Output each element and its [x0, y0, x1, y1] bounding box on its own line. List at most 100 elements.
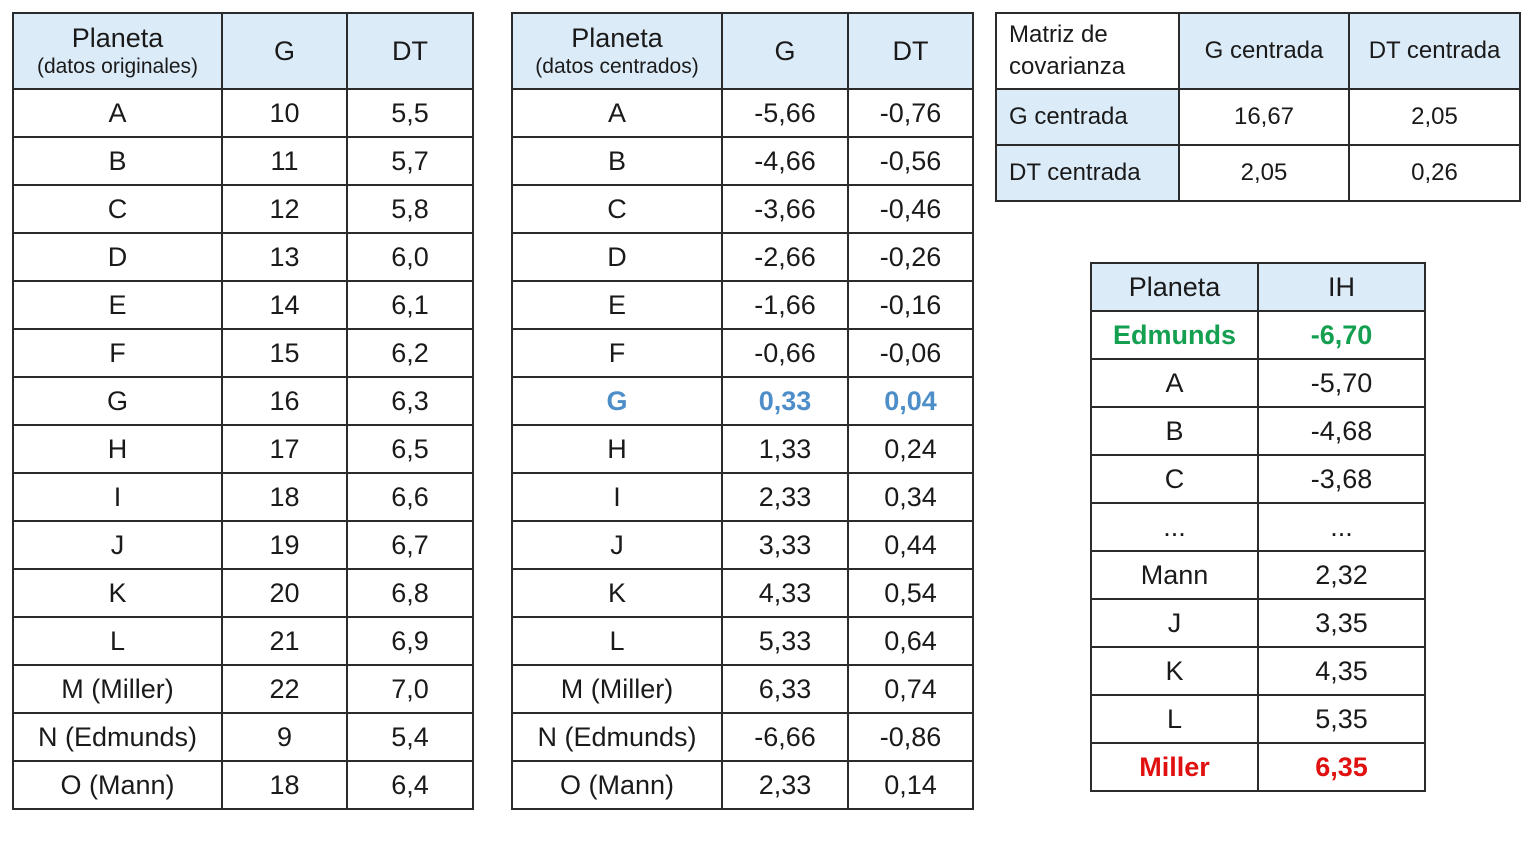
table-row: A -5,66 -0,76 [511, 88, 974, 138]
header-row: Planeta (datos originales) G DT [12, 12, 474, 90]
table-row: A 10 5,5 [12, 88, 474, 138]
table-body: A -5,66 -0,76 B -4,66 -0,56 C -3,66 -0,46 D -2,66-… [511, 88, 974, 810]
table-row: L 5,33 0,64 [511, 616, 974, 666]
table-cell: F [511, 328, 723, 378]
table-cell: 6,3 [346, 376, 474, 426]
header-title: Planeta [571, 22, 663, 53]
table-cell: A [1090, 358, 1259, 408]
table-row: I 2,33 0,34 [511, 472, 974, 522]
table-row: J 19 6,7 [12, 520, 474, 570]
table-cell: 2,05 [1348, 88, 1521, 146]
table-cell: 16,67 [1178, 88, 1350, 146]
table-cell: 0,14 [847, 760, 974, 810]
table-cell: 5,35 [1257, 694, 1426, 744]
table-cell: -6,66 [721, 712, 849, 762]
header-cell: Matriz de covarianza [995, 12, 1180, 90]
table-row: K 20 6,8 [12, 568, 474, 618]
table-cell: 6,0 [346, 232, 474, 282]
table-row: H 17 6,5 [12, 424, 474, 474]
table-row: B -4,68 [1090, 406, 1426, 456]
table-cell: N (Edmunds) [12, 712, 223, 762]
centered-data-table: Planeta (datos centrados) G DT A -5,66 -0,76 B -… [511, 12, 974, 810]
table-cell: E [511, 280, 723, 330]
table-cell: L [1090, 694, 1259, 744]
table-cell: O (Mann) [511, 760, 723, 810]
table-cell: C [511, 184, 723, 234]
table-cell: J [1090, 598, 1259, 648]
table-cell: 0,33 [721, 376, 849, 426]
original-data-table: Planeta (datos originales) G DT A 10 5,5 B 11 5,7… [12, 12, 474, 810]
table-cell: A [12, 88, 223, 138]
table-cell: N (Edmunds) [511, 712, 723, 762]
table-row: L 21 6,9 [12, 616, 474, 666]
table-cell: 22 [221, 664, 348, 714]
table-cell: 0,74 [847, 664, 974, 714]
table-cell: 18 [221, 760, 348, 810]
table-cell: -2,66 [721, 232, 849, 282]
table-cell: 6,9 [346, 616, 474, 666]
table-cell: 0,24 [847, 424, 974, 474]
table-header: Planeta IH [1090, 262, 1426, 312]
table-cell: H [511, 424, 723, 474]
table-row: J 3,33 0,44 [511, 520, 974, 570]
table-row: Miller 6,35 [1090, 742, 1426, 792]
table-cell: B [511, 136, 723, 186]
header-cell: DT [346, 12, 474, 90]
header-row: Planeta IH [1090, 262, 1426, 312]
table-cell: 13 [221, 232, 348, 282]
header-cell: G centrada [1178, 12, 1350, 90]
table-cell: -0,76 [847, 88, 974, 138]
header-cell: G [221, 12, 348, 90]
table-cell: 0,26 [1348, 144, 1521, 202]
table-cell: -1,66 [721, 280, 849, 330]
table-row: M (Miller) 6,33 0,74 [511, 664, 974, 714]
table-cell: F [12, 328, 223, 378]
table-row: G centrada 16,67 2,05 [995, 88, 1521, 146]
table-cell: 0,44 [847, 520, 974, 570]
table-cell: 6,35 [1257, 742, 1426, 792]
table-row: E 14 6,1 [12, 280, 474, 330]
table-cell: -5,66 [721, 88, 849, 138]
table-cell: 19 [221, 520, 348, 570]
table-row: K 4,35 [1090, 646, 1426, 696]
table-cell: A [511, 88, 723, 138]
table-cell: -4,66 [721, 136, 849, 186]
table-cell: L [511, 616, 723, 666]
table-cell: 6,4 [346, 760, 474, 810]
table-row: Edmunds -6,70 [1090, 310, 1426, 360]
table-cell: O (Mann) [12, 760, 223, 810]
table-cell: K [511, 568, 723, 618]
table-row: ...... [1090, 502, 1426, 552]
ih-table: Planeta IH Edmunds -6,70 A -5,70 B -4,68 C -3,68.… [1090, 262, 1426, 792]
header-cell: DT [847, 12, 974, 90]
table-row: J 3,35 [1090, 598, 1426, 648]
table-row: N (Edmunds) 9 5,4 [12, 712, 474, 762]
table-row: B -4,66 -0,56 [511, 136, 974, 186]
table-header: Planeta (datos centrados) G DT [511, 12, 974, 90]
table-cell: 6,6 [346, 472, 474, 522]
table-header: Matriz de covarianza G centrada DT centrad… [995, 12, 1521, 90]
table-row: G 16 6,3 [12, 376, 474, 426]
table-row: G 0,33 0,04 [511, 376, 974, 426]
table-cell: ... [1090, 502, 1259, 552]
table-cell: DT centrada [995, 144, 1180, 202]
table-cell: 17 [221, 424, 348, 474]
table-cell: C [1090, 454, 1259, 504]
table-cell: 6,1 [346, 280, 474, 330]
table-cell: 5,5 [346, 88, 474, 138]
header-cell: IH [1257, 262, 1426, 312]
table-row: C -3,66 -0,46 [511, 184, 974, 234]
table-cell: 2,33 [721, 760, 849, 810]
table-cell: I [12, 472, 223, 522]
table-cell: -0,66 [721, 328, 849, 378]
table-cell: K [12, 568, 223, 618]
table-row: C -3,68 [1090, 454, 1426, 504]
table-cell: 9 [221, 712, 348, 762]
table-cell: D [12, 232, 223, 282]
table-cell: 7,0 [346, 664, 474, 714]
table-row: D 13 6,0 [12, 232, 474, 282]
table-cell: 15 [221, 328, 348, 378]
table-row: N (Edmunds) -6,66 -0,86 [511, 712, 974, 762]
table-cell: -3,68 [1257, 454, 1426, 504]
